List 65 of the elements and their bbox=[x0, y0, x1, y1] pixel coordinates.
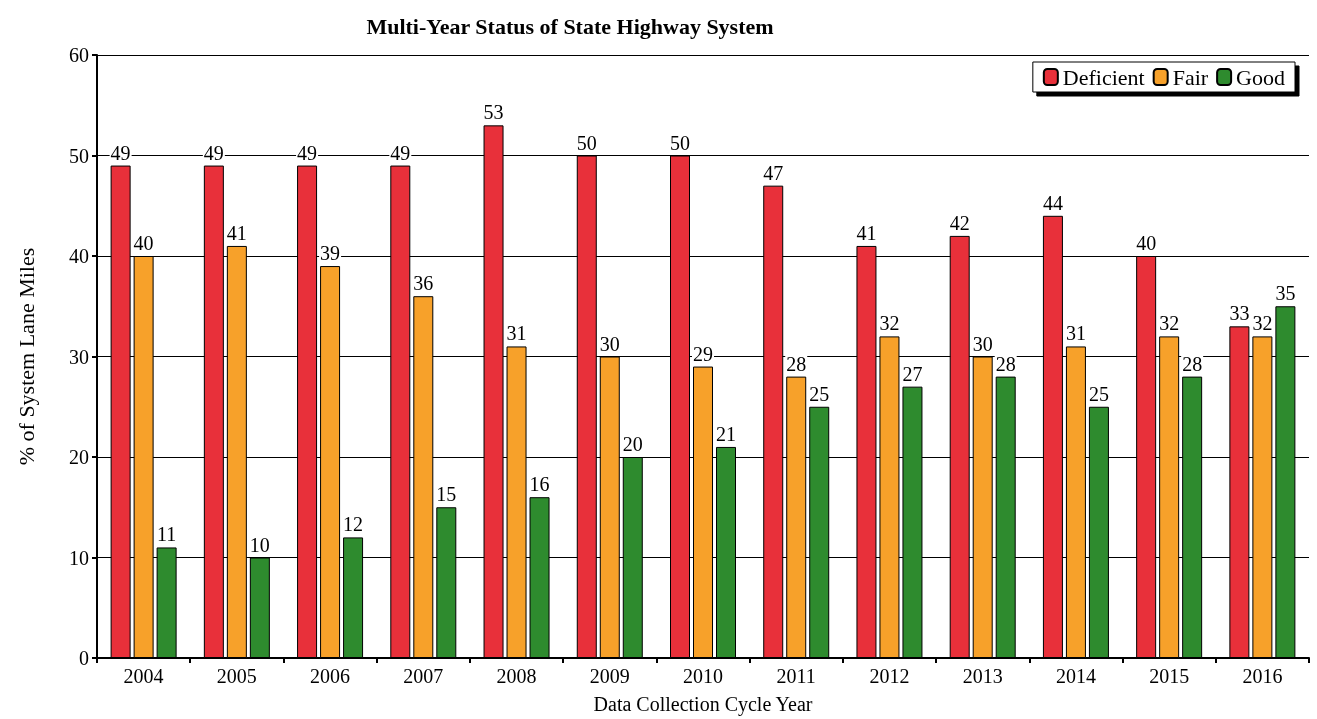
data-label: 30 bbox=[972, 332, 993, 355]
data-label: 50 bbox=[670, 131, 690, 154]
chart-title: Multi-Year Status of State Highway System bbox=[366, 13, 774, 39]
data-label: 32 bbox=[1252, 312, 1273, 335]
data-label: 32 bbox=[1159, 312, 1180, 335]
data-label: 28 bbox=[995, 352, 1016, 375]
x-tick-label: 2013 bbox=[962, 665, 1003, 687]
data-label: 40 bbox=[1136, 232, 1157, 254]
x-tick-label: 2008 bbox=[496, 665, 537, 687]
data-label: 21 bbox=[716, 422, 736, 445]
data-label: 33 bbox=[1229, 302, 1250, 325]
data-label: 28 bbox=[1182, 352, 1203, 375]
data-label: 10 bbox=[249, 533, 270, 556]
data-label: 42 bbox=[949, 211, 970, 234]
data-label: 41 bbox=[856, 221, 877, 244]
data-label: 49 bbox=[297, 141, 318, 164]
data-label: 16 bbox=[529, 473, 550, 496]
data-label: 29 bbox=[693, 342, 713, 365]
x-tick-label: 2009 bbox=[589, 665, 630, 687]
data-label: 27 bbox=[902, 362, 923, 385]
data-label: 49 bbox=[110, 141, 131, 164]
data-label: 44 bbox=[1042, 191, 1063, 214]
y-tick-label: 0 bbox=[79, 647, 89, 669]
x-tick-label: 2010 bbox=[683, 665, 723, 687]
data-label: 20 bbox=[622, 433, 643, 455]
x-tick-label: 2016 bbox=[1242, 665, 1283, 687]
data-label: 31 bbox=[1065, 322, 1086, 345]
y-tick-label: 50 bbox=[69, 144, 89, 167]
data-label: 25 bbox=[809, 382, 830, 405]
data-label: 35 bbox=[1275, 282, 1296, 305]
data-label: 32 bbox=[879, 312, 900, 335]
data-label: 30 bbox=[599, 332, 620, 355]
x-tick-label: 2015 bbox=[1149, 665, 1190, 687]
x-axis-title: Data Collection Cycle Year bbox=[593, 693, 813, 716]
data-label: 41 bbox=[226, 221, 247, 244]
y-axis-title: % of System Lane Miles bbox=[13, 247, 39, 466]
data-label: 50 bbox=[576, 131, 597, 154]
data-label: 40 bbox=[133, 232, 154, 254]
legend-label: Good bbox=[1236, 64, 1285, 90]
data-label: 12 bbox=[343, 513, 364, 536]
data-label: 28 bbox=[786, 352, 807, 375]
x-tick-label: 2006 bbox=[310, 665, 351, 687]
data-label: 11 bbox=[156, 523, 177, 546]
data-label: 49 bbox=[203, 141, 224, 164]
data-label: 39 bbox=[320, 242, 341, 265]
data-label: 25 bbox=[1088, 382, 1109, 405]
data-label: 36 bbox=[413, 272, 434, 295]
x-tick-label: 2004 bbox=[123, 665, 164, 687]
data-label: 47 bbox=[763, 161, 784, 184]
y-tick-label: 30 bbox=[69, 345, 89, 368]
legend-label: Fair bbox=[1172, 64, 1209, 90]
x-tick-label: 2007 bbox=[403, 665, 444, 687]
legend-label: Deficient bbox=[1062, 64, 1145, 90]
data-label: 53 bbox=[483, 101, 504, 124]
y-tick-label: 60 bbox=[69, 44, 89, 66]
x-tick-label: 2005 bbox=[216, 665, 257, 687]
y-tick-label: 40 bbox=[69, 245, 89, 267]
x-tick-label: 2012 bbox=[869, 665, 910, 687]
x-tick-label: 2011 bbox=[776, 665, 816, 687]
y-tick-label: 10 bbox=[69, 546, 89, 569]
data-label: 31 bbox=[506, 322, 527, 345]
data-label: 15 bbox=[436, 483, 457, 506]
data-label: 49 bbox=[390, 141, 411, 164]
y-tick-label: 20 bbox=[69, 446, 89, 468]
x-tick-label: 2014 bbox=[1055, 665, 1096, 687]
